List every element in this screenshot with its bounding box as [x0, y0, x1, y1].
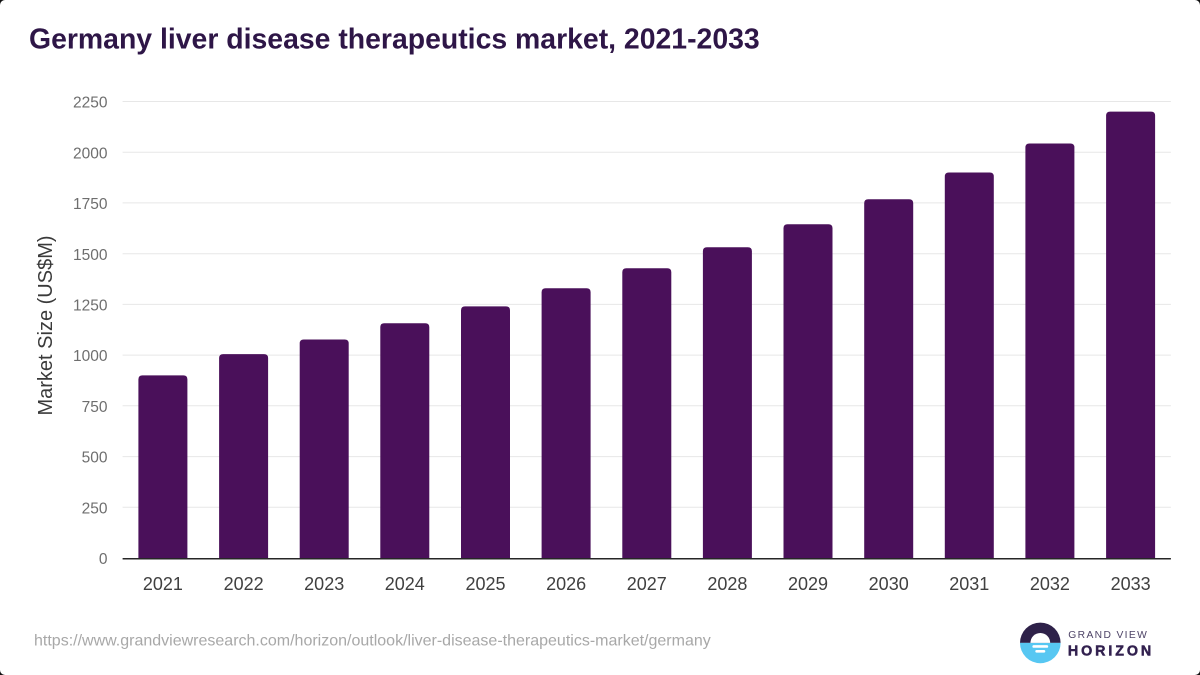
svg-text:2032: 2032: [1030, 574, 1070, 594]
svg-text:2021: 2021: [143, 574, 183, 594]
svg-text:1750: 1750: [73, 196, 108, 213]
svg-text:2022: 2022: [224, 574, 264, 594]
svg-text:2028: 2028: [707, 574, 747, 594]
svg-text:1500: 1500: [73, 247, 108, 264]
svg-text:2000: 2000: [73, 145, 108, 162]
svg-text:2026: 2026: [546, 574, 586, 594]
svg-text:1250: 1250: [73, 298, 108, 315]
svg-text:HORIZON: HORIZON: [1068, 644, 1154, 660]
svg-text:2029: 2029: [788, 574, 828, 594]
svg-text:GRAND VIEW: GRAND VIEW: [1068, 630, 1148, 641]
svg-text:2033: 2033: [1111, 574, 1151, 594]
svg-text:2030: 2030: [869, 574, 909, 594]
svg-text:1000: 1000: [73, 348, 108, 365]
svg-text:Germany liver disease therapeu: Germany liver disease therapeutics marke…: [29, 24, 760, 56]
svg-text:2027: 2027: [627, 574, 667, 594]
svg-text:2250: 2250: [73, 95, 108, 112]
svg-text:https://www.grandviewresearch.: https://www.grandviewresearch.com/horizo…: [34, 633, 711, 650]
svg-text:2023: 2023: [304, 574, 344, 594]
svg-text:750: 750: [82, 399, 108, 416]
svg-text:2031: 2031: [949, 574, 989, 594]
svg-text:0: 0: [99, 551, 108, 568]
svg-text:250: 250: [82, 500, 108, 517]
svg-text:2025: 2025: [465, 574, 505, 594]
svg-text:2024: 2024: [385, 574, 425, 594]
svg-text:500: 500: [82, 450, 108, 467]
svg-text:Market Size (US$M): Market Size (US$M): [35, 235, 57, 415]
